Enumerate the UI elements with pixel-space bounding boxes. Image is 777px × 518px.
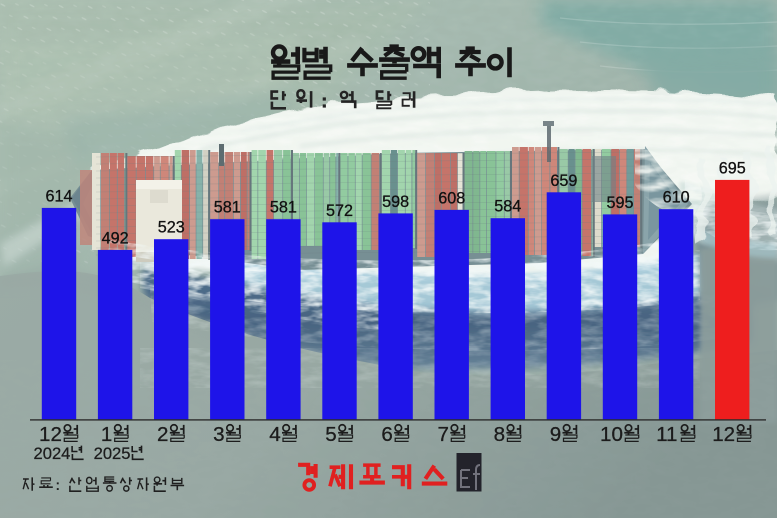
svg-text:581: 581: [214, 199, 241, 217]
svg-text:12: 12: [39, 423, 62, 446]
svg-text:10: 10: [600, 423, 623, 446]
svg-text:7: 7: [438, 423, 449, 446]
svg-text:695: 695: [719, 159, 746, 177]
svg-text:598: 598: [382, 193, 409, 211]
svg-text:572: 572: [326, 202, 353, 220]
svg-text:6: 6: [381, 423, 392, 446]
svg-text:2024: 2024: [34, 444, 71, 463]
svg-text:2025: 2025: [94, 444, 131, 463]
svg-text:581: 581: [270, 199, 297, 217]
svg-text:12: 12: [712, 423, 735, 446]
svg-text:3: 3: [213, 423, 224, 446]
svg-text:4: 4: [269, 423, 280, 446]
svg-text:2: 2: [157, 423, 168, 446]
svg-text:5: 5: [325, 423, 336, 446]
svg-text:595: 595: [606, 194, 633, 212]
svg-text:492: 492: [102, 229, 129, 247]
svg-text:584: 584: [494, 198, 521, 216]
svg-text:1: 1: [101, 423, 112, 446]
svg-text:523: 523: [158, 219, 185, 237]
svg-text:659: 659: [550, 172, 577, 190]
svg-text:9: 9: [550, 423, 561, 446]
svg-text:614: 614: [45, 187, 72, 205]
svg-text:608: 608: [438, 189, 465, 207]
svg-text:8: 8: [494, 423, 505, 446]
svg-text:610: 610: [663, 189, 690, 207]
svg-text:11: 11: [656, 423, 677, 446]
